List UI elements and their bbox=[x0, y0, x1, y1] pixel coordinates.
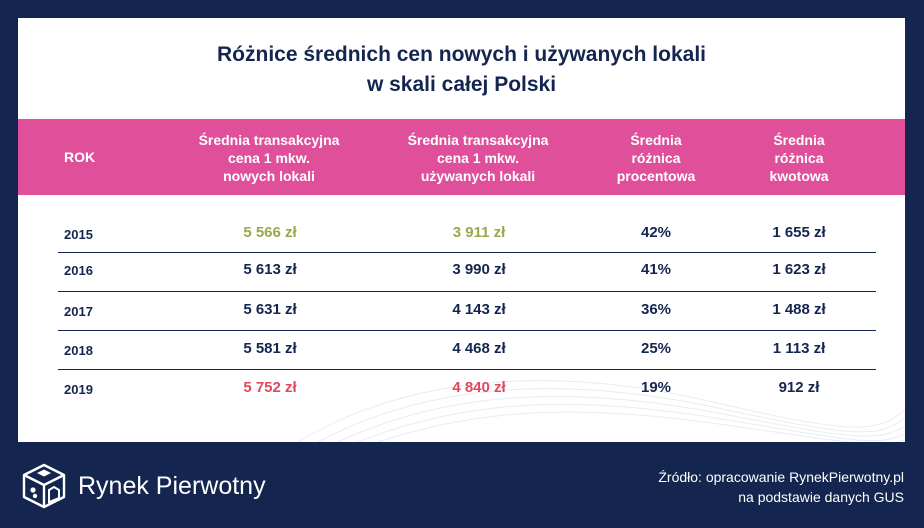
cell-used-price: 4 143 zł bbox=[452, 301, 506, 318]
header-rok: ROK bbox=[64, 149, 96, 165]
header-amt-line-3: kwotowa bbox=[769, 168, 829, 184]
cell-amt-diff: 1 655 zł bbox=[772, 224, 826, 241]
cell-used-price: 3 911 zł bbox=[452, 224, 506, 241]
source-line-2: na podstawie danych GUS bbox=[738, 489, 904, 505]
infographic-card: Różnice średnich cen nowych i używanych … bbox=[18, 18, 905, 442]
header-new-price: Średnia transakcyjna cena 1 mkw. nowych … bbox=[179, 131, 359, 185]
cell-new-price: 5 581 zł bbox=[243, 340, 297, 357]
row-divider bbox=[58, 291, 876, 292]
cell-used-price: 3 990 zł bbox=[452, 261, 506, 278]
header-pct-line-2: różnica bbox=[631, 150, 681, 166]
cell-new-price: 5 631 zł bbox=[243, 301, 297, 318]
header-used-line-2: cena 1 mkw. bbox=[437, 150, 519, 166]
cell-used-price: 4 840 zł bbox=[452, 379, 506, 396]
dice-house-logo-icon bbox=[22, 463, 66, 509]
header-pct-line-1: Średnia bbox=[630, 132, 682, 148]
title-line-2: w skali całej Polski bbox=[366, 73, 557, 96]
cell-new-price: 5 566 zł bbox=[243, 224, 297, 241]
header-amt-line-1: Średnia bbox=[773, 132, 825, 148]
cell-amt-diff: 1 113 zł bbox=[772, 340, 826, 357]
cell-year: 2018 bbox=[64, 343, 93, 358]
header-amt-line-2: różnica bbox=[774, 150, 824, 166]
cell-pct-diff: 42% bbox=[640, 224, 672, 241]
header-used-line-3: używanych lokali bbox=[420, 168, 536, 184]
header-amt-diff: Średnia różnica kwotowa bbox=[739, 131, 859, 185]
cell-pct-diff: 36% bbox=[640, 301, 672, 318]
row-divider bbox=[58, 369, 876, 370]
cell-year: 2016 bbox=[64, 263, 93, 278]
header-used-line-1: Średnia transakcyjna bbox=[407, 132, 549, 148]
header-new-line-1: Średnia transakcyjna bbox=[198, 132, 340, 148]
cell-pct-diff: 19% bbox=[640, 379, 672, 396]
cell-pct-diff: 25% bbox=[640, 340, 672, 357]
cell-used-price: 4 468 zł bbox=[452, 340, 506, 357]
source-note: Źródło: opracowanie RynekPierwotny.pl na… bbox=[658, 467, 904, 507]
cell-year: 2019 bbox=[64, 382, 93, 397]
header-used-price: Średnia transakcyjna cena 1 mkw. używany… bbox=[388, 131, 568, 185]
cell-year: 2015 bbox=[64, 227, 93, 242]
brand-name: Rynek Pierwotny bbox=[78, 472, 266, 500]
row-divider bbox=[58, 252, 876, 253]
header-pct-line-3: procentowa bbox=[616, 168, 696, 184]
row-divider bbox=[58, 330, 876, 331]
cell-pct-diff: 41% bbox=[640, 261, 672, 278]
cell-year: 2017 bbox=[64, 304, 93, 319]
cell-amt-diff: 1 623 zł bbox=[772, 261, 826, 278]
cell-amt-diff: 912 zł bbox=[778, 379, 820, 396]
cell-new-price: 5 613 zł bbox=[243, 261, 297, 278]
header-pct-diff: Średnia różnica procentowa bbox=[596, 131, 716, 185]
header-new-line-3: nowych lokali bbox=[223, 168, 315, 184]
page-title: Różnice średnich cen nowych i używanych … bbox=[18, 40, 905, 100]
title-line-1: Różnice średnich cen nowych i używanych … bbox=[217, 43, 706, 66]
source-line-1: Źródło: opracowanie RynekPierwotny.pl bbox=[658, 469, 904, 485]
cell-new-price: 5 752 zł bbox=[243, 379, 297, 396]
table-header: ROK Średnia transakcyjna cena 1 mkw. now… bbox=[18, 119, 905, 195]
cell-amt-diff: 1 488 zł bbox=[772, 301, 826, 318]
header-new-line-2: cena 1 mkw. bbox=[228, 150, 310, 166]
